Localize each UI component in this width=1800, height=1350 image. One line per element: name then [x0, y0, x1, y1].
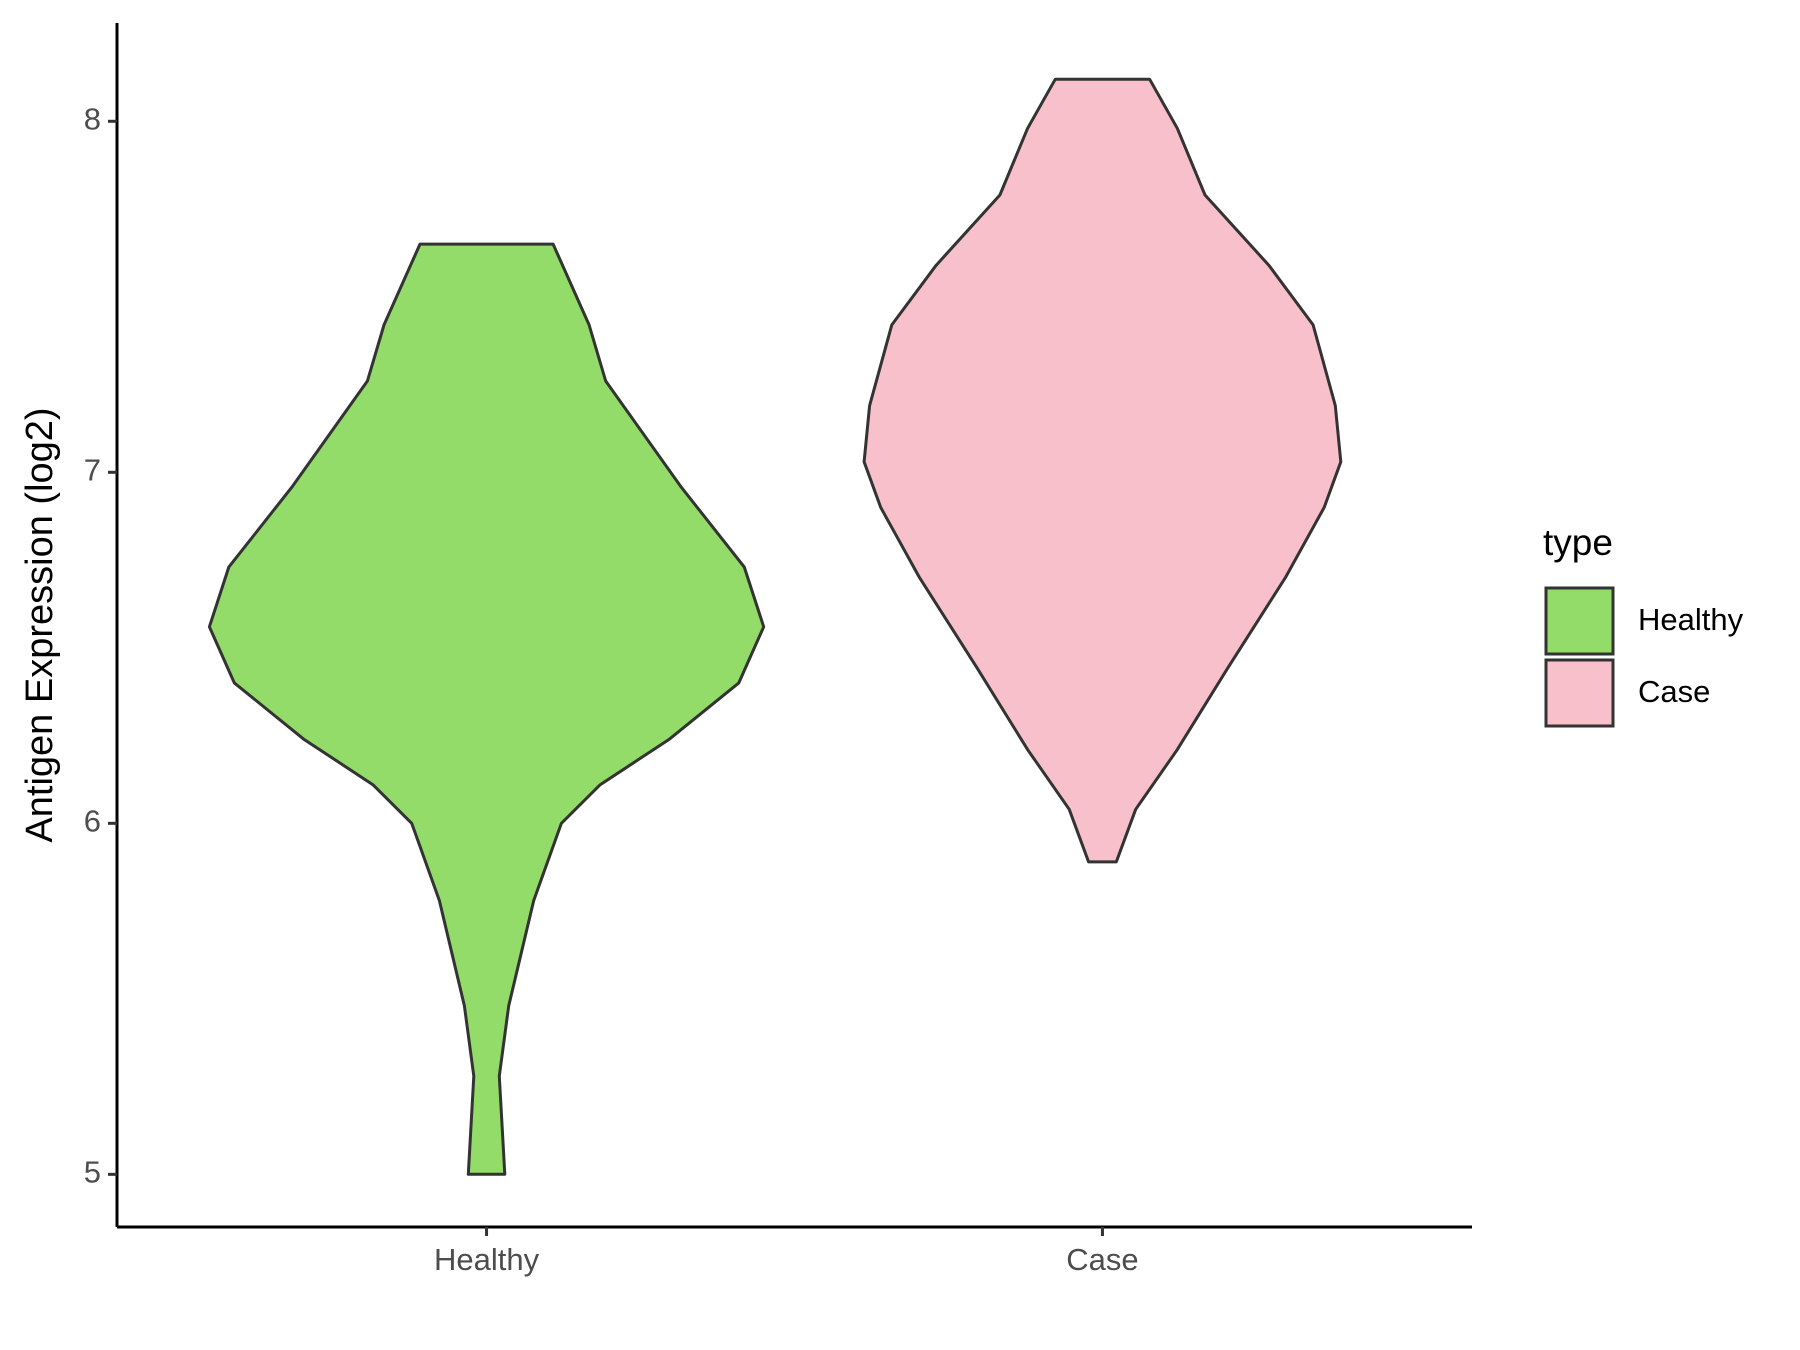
x-tick-label: Case [1066, 1242, 1138, 1277]
legend-label: Case [1638, 674, 1710, 709]
y-axis-title: Antigen Expression (log2) [19, 407, 61, 842]
legend-key [1544, 658, 1615, 728]
legend-key [1544, 586, 1615, 656]
x-tick-label: Healthy [434, 1242, 540, 1277]
y-tick-label: 5 [84, 1155, 101, 1190]
y-tick-label: 6 [84, 804, 101, 839]
y-tick-label: 7 [84, 452, 101, 487]
legend-label: Healthy [1638, 602, 1744, 637]
violin [207, 242, 766, 1176]
legend-title: type [1543, 522, 1613, 563]
violin [862, 77, 1343, 864]
y-tick-label: 8 [84, 101, 101, 136]
